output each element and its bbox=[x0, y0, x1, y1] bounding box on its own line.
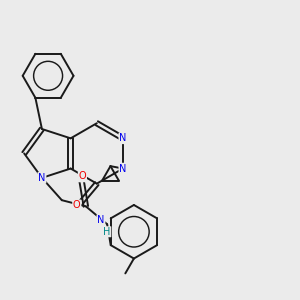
Text: N: N bbox=[119, 164, 127, 173]
Text: H: H bbox=[103, 227, 111, 237]
Text: O: O bbox=[79, 172, 86, 182]
Text: N: N bbox=[38, 173, 46, 183]
Text: O: O bbox=[73, 200, 81, 210]
Text: N: N bbox=[97, 215, 105, 225]
Text: N: N bbox=[119, 133, 127, 143]
